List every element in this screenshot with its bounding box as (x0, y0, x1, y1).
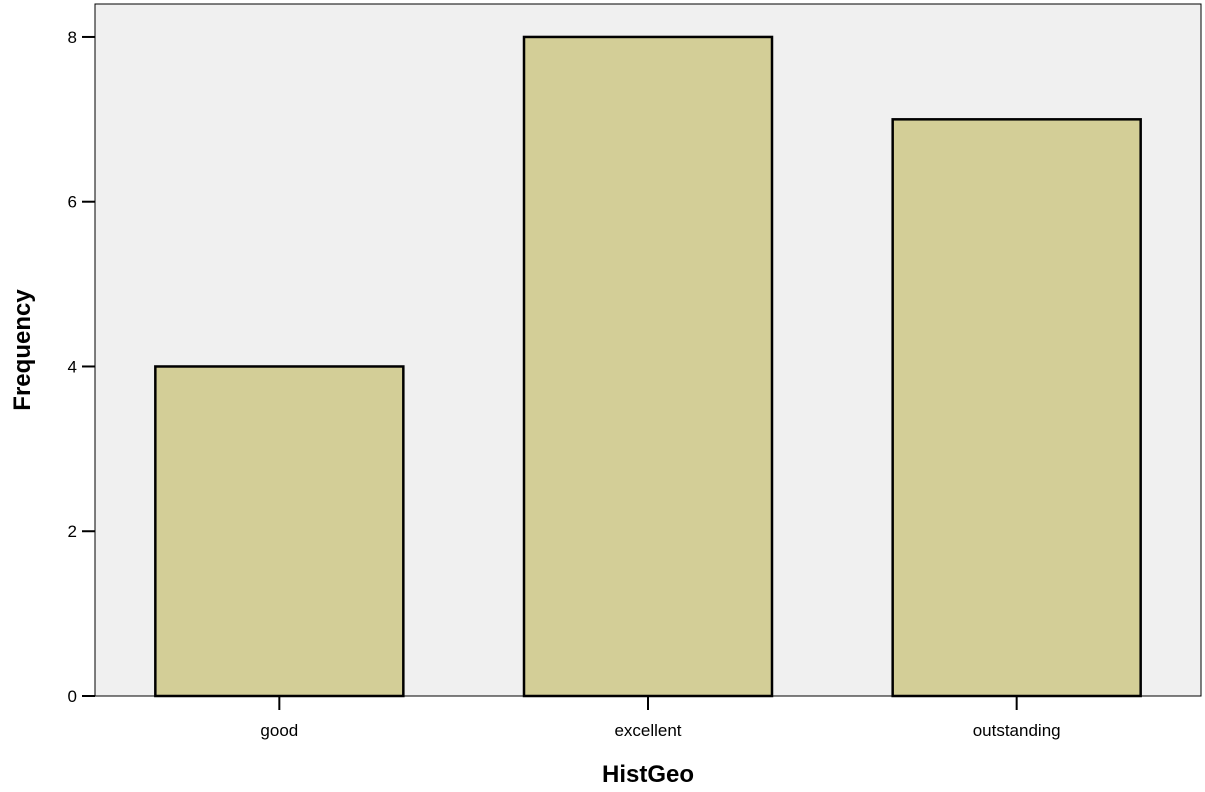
y-tick-label-6: 6 (68, 193, 77, 212)
y-tick-label-8: 8 (68, 28, 77, 47)
y-tick-label-0: 0 (68, 687, 77, 706)
x-axis-title: HistGeo (602, 761, 694, 788)
y-tick-label-2: 2 (68, 522, 77, 541)
bar-outstanding (891, 118, 1142, 698)
bar-excellent (522, 35, 774, 698)
y-tick-label-4: 4 (68, 357, 77, 376)
bars-layer (154, 35, 1142, 698)
x-tick-label-outstanding: outstanding (973, 721, 1061, 740)
x-tick-label-good: good (260, 721, 298, 740)
bar-good (154, 365, 405, 698)
axes-layer: 0 2 4 6 8 good excellent outstanding (68, 28, 1061, 740)
x-tick-label-excellent: excellent (614, 721, 681, 740)
y-axis-title: Frequency (9, 289, 36, 411)
